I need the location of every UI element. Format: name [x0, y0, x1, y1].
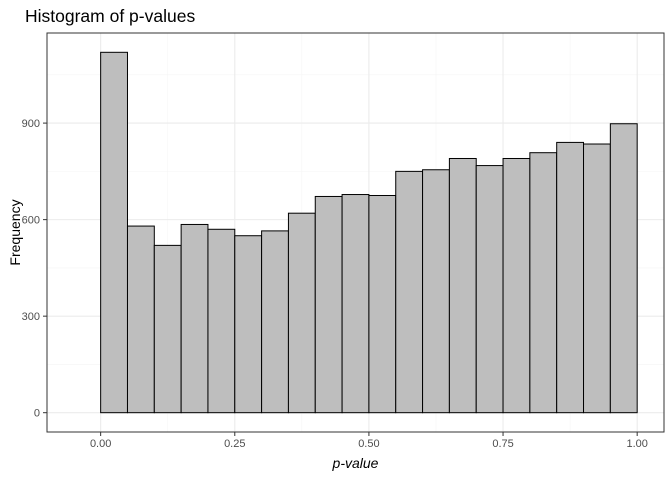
x-axis-title: p-value: [332, 455, 379, 471]
histogram-bar: [583, 143, 611, 414]
histogram-bar: [207, 228, 236, 414]
y-tick-label: 300: [22, 311, 40, 323]
histogram-bar: [126, 225, 155, 414]
chart-title: Histogram of p-values: [25, 6, 196, 26]
histogram-bars: [100, 51, 638, 414]
histogram-bar: [368, 194, 397, 414]
y-tick-label: 900: [22, 118, 40, 130]
y-axis-ticks: 0 300 600 900: [22, 118, 47, 420]
y-axis-title: Frequency: [7, 199, 23, 265]
histogram-bar: [502, 157, 531, 414]
x-tick-label: 0.00: [90, 438, 111, 450]
x-tick-label: 0.50: [358, 438, 379, 450]
histogram-bar: [314, 195, 343, 414]
histogram-bar: [556, 141, 585, 414]
histogram-bar: [448, 157, 477, 414]
histogram-bar: [261, 230, 289, 414]
x-tick-label: 0.25: [224, 438, 245, 450]
histogram-bar: [234, 235, 263, 414]
histogram-bar: [287, 212, 316, 414]
panel-border: [46, 32, 665, 433]
x-tick-label: 0.75: [492, 438, 513, 450]
histogram-bar: [100, 51, 128, 414]
histogram-bar: [180, 223, 209, 414]
x-axis-ticks: 0.00 0.25 0.50 0.75 1.00: [90, 432, 648, 450]
histogram-bar: [475, 165, 504, 414]
y-tick-label: 0: [34, 408, 40, 420]
x-tick-label: 1.00: [626, 438, 647, 450]
histogram-bar: [529, 152, 558, 414]
histogram-bar: [341, 194, 370, 414]
histogram-bar: [395, 170, 424, 414]
histogram-bar: [153, 244, 182, 414]
histogram-bar: [609, 123, 638, 414]
y-tick-label: 600: [22, 215, 40, 227]
histogram-bar: [422, 169, 450, 414]
